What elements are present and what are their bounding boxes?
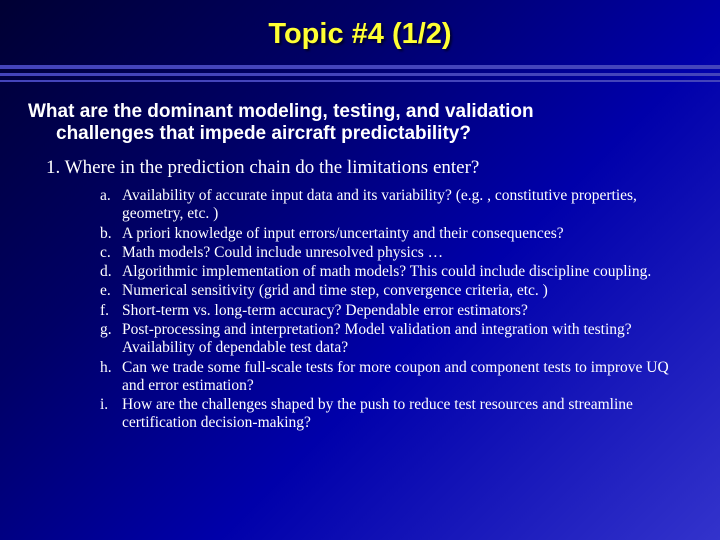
- list-item: a. Availability of accurate input data a…: [100, 187, 688, 224]
- list-item: h. Can we trade some full-scale tests fo…: [100, 359, 688, 396]
- list-item: e. Numerical sensitivity (grid and time …: [100, 282, 688, 300]
- numbered-marker: 1.: [46, 157, 60, 178]
- main-question: What are the dominant modeling, testing,…: [28, 101, 692, 146]
- slide: Topic #4 (1/2) What are the dominant mod…: [0, 0, 720, 540]
- item-marker: b.: [100, 225, 122, 243]
- question-line2: challenges that impede aircraft predicta…: [28, 123, 692, 145]
- rule-line: [0, 73, 720, 76]
- item-text: How are the challenges shaped by the pus…: [122, 396, 688, 433]
- item-text: Numerical sensitivity (grid and time ste…: [122, 282, 688, 300]
- item-marker: g.: [100, 321, 122, 339]
- list-item: d. Algorithmic implementation of math mo…: [100, 263, 688, 281]
- item-marker: e.: [100, 282, 122, 300]
- item-text: A priori knowledge of input errors/uncer…: [122, 225, 688, 243]
- slide-title: Topic #4 (1/2): [28, 18, 692, 51]
- subitems-list: a. Availability of accurate input data a…: [100, 187, 688, 433]
- item-marker: d.: [100, 263, 122, 281]
- item-marker: a.: [100, 187, 122, 205]
- list-item: i. How are the challenges shaped by the …: [100, 396, 688, 433]
- rule-line: [0, 80, 720, 82]
- item-text: Math models? Could include unresolved ph…: [122, 244, 688, 262]
- divider-rules: [28, 65, 692, 83]
- rule-line: [0, 65, 720, 69]
- numbered-item: 1. Where in the prediction chain do the …: [46, 156, 692, 179]
- item-marker: c.: [100, 244, 122, 262]
- item-text: Post-processing and interpretation? Mode…: [122, 321, 688, 358]
- item-text: Availability of accurate input data and …: [122, 187, 688, 224]
- item-marker: f.: [100, 302, 122, 320]
- numbered-text: Where in the prediction chain do the lim…: [65, 157, 480, 178]
- item-text: Can we trade some full-scale tests for m…: [122, 359, 688, 396]
- list-item: g. Post-processing and interpretation? M…: [100, 321, 688, 358]
- item-text: Algorithmic implementation of math model…: [122, 263, 688, 281]
- item-text: Short-term vs. long-term accuracy? Depen…: [122, 302, 688, 320]
- list-item: f. Short-term vs. long-term accuracy? De…: [100, 302, 688, 320]
- list-item: c. Math models? Could include unresolved…: [100, 244, 688, 262]
- list-item: b. A priori knowledge of input errors/un…: [100, 225, 688, 243]
- item-marker: i.: [100, 396, 122, 414]
- item-marker: h.: [100, 359, 122, 377]
- question-line1: What are the dominant modeling, testing,…: [28, 101, 534, 122]
